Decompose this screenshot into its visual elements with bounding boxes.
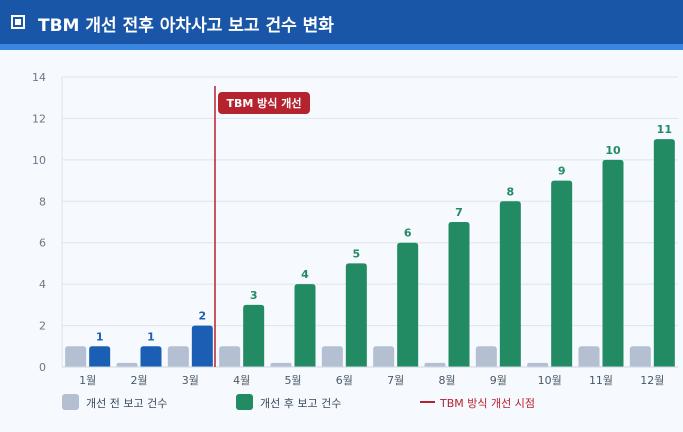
data-label: 3 (250, 289, 258, 302)
bar-before (270, 362, 292, 367)
bar-before (475, 346, 497, 367)
x-tick-label: 3월 (182, 374, 199, 387)
bar-after (191, 325, 213, 367)
data-label: 2 (199, 310, 207, 323)
legend-label-improvement-line: TBM 방식 개선 시점 (440, 397, 535, 410)
legend-line-swatch (420, 401, 435, 403)
bar-before (65, 346, 87, 367)
bar-after (140, 346, 162, 367)
x-tick-label: 1월 (79, 374, 96, 387)
x-tick-label: 12월 (640, 374, 664, 387)
annotation-label: TBM 방식 개선 (227, 96, 302, 110)
bar-after (551, 180, 573, 367)
chart-title: TBM 개선 전후 아차사고 보고 건수 변화 (38, 16, 334, 36)
y-tick-label: 2 (39, 320, 46, 333)
bar-before (373, 346, 395, 367)
bar-after (243, 304, 265, 367)
bar-before (578, 346, 600, 367)
checkbox-square-icon (11, 15, 25, 29)
x-tick-label: 7월 (387, 374, 404, 387)
x-tick-label: 5월 (284, 374, 301, 387)
data-label: 7 (455, 206, 463, 219)
bar-after (345, 263, 367, 367)
legend-swatch-before (62, 394, 79, 410)
data-label: 1 (147, 330, 155, 343)
x-tick-label: 4월 (233, 374, 250, 387)
x-tick-label: 6월 (336, 374, 353, 387)
data-label: 11 (657, 123, 672, 136)
bar-before (321, 346, 343, 367)
y-tick-label: 10 (32, 154, 46, 167)
legend-item-improvement-line: TBM 방식 개선 시점 (420, 394, 570, 410)
header-accent-bar (0, 44, 683, 50)
bar-after (602, 159, 624, 367)
y-tick-label: 6 (39, 237, 46, 250)
y-tick-label: 8 (39, 195, 46, 208)
bar-before (424, 362, 446, 367)
x-tick-label: 2월 (130, 374, 147, 387)
x-tick-label: 11월 (589, 374, 613, 387)
data-label: 8 (507, 185, 515, 198)
bar-before (116, 362, 138, 367)
legend-swatch-after (236, 394, 253, 410)
data-label: 6 (404, 227, 412, 240)
data-label: 1 (96, 330, 104, 343)
x-tick-label: 10월 (538, 374, 562, 387)
bar-after (294, 284, 316, 367)
data-label: 5 (353, 247, 361, 260)
annotation-badge (218, 92, 310, 114)
x-tick-label: 8월 (438, 374, 455, 387)
legend-item-before: 개선 전 보고 건수 (62, 394, 212, 410)
bar-after (653, 139, 675, 367)
bar-after (89, 346, 111, 367)
bar-after (448, 222, 470, 367)
bar-before (167, 346, 189, 367)
bar-before (527, 362, 549, 367)
legend-item-after: 개선 후 보고 건수 (236, 394, 386, 410)
data-label: 4 (301, 268, 309, 281)
y-tick-label: 14 (32, 71, 46, 84)
data-label: 9 (558, 165, 566, 178)
legend-label-after: 개선 후 보고 건수 (260, 397, 342, 410)
y-tick-label: 12 (32, 112, 46, 125)
bar-after (499, 201, 521, 367)
bar-before (629, 346, 651, 367)
bar-after (397, 242, 419, 367)
y-tick-label: 0 (39, 361, 46, 374)
y-tick-label: 4 (39, 278, 46, 291)
bar-before (219, 346, 241, 367)
legend-label-before: 개선 전 보고 건수 (86, 397, 168, 410)
chart-header (0, 0, 683, 44)
x-tick-label: 9월 (490, 374, 507, 387)
data-label: 10 (605, 144, 621, 157)
